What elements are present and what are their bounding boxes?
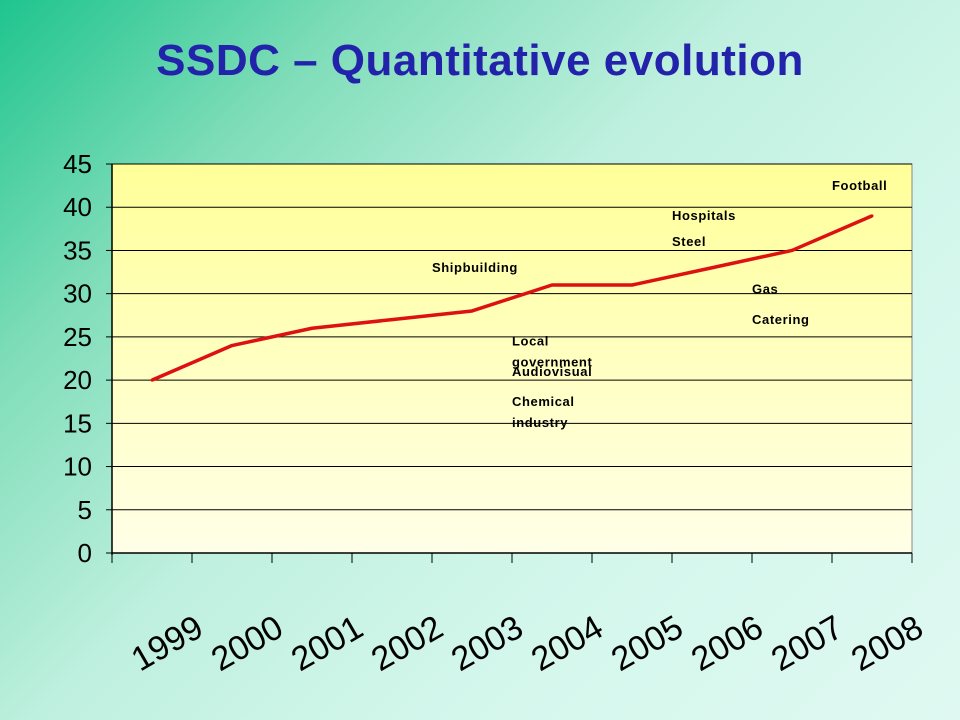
- data-point: [310, 326, 314, 330]
- annotation-label: Local government: [512, 334, 592, 370]
- annotation-label: Gas: [752, 282, 778, 297]
- data-point: [150, 378, 154, 382]
- slide-title: SSDC – Quantitative evolution: [156, 36, 804, 85]
- y-tick-label: 5: [78, 495, 92, 525]
- y-tick-label: 30: [63, 279, 92, 309]
- y-tick-label: 45: [63, 149, 92, 179]
- data-point: [470, 309, 474, 313]
- annotation-label: Football: [832, 178, 887, 193]
- y-tick-label: 40: [63, 192, 92, 222]
- x-tick-label: 2006: [685, 608, 770, 679]
- data-point: [390, 318, 394, 322]
- x-tick-label: 2001: [285, 608, 370, 679]
- x-tick-label: 2007: [765, 608, 850, 679]
- x-tick-label: 2000: [205, 608, 290, 679]
- y-tick-label: 10: [63, 452, 92, 482]
- x-tick-label: 1999: [125, 608, 210, 679]
- series-line: [151, 214, 873, 382]
- annotation-label: Audiovisual: [512, 364, 592, 379]
- annotation-label: Catering: [752, 312, 810, 327]
- x-tick-label: 2004: [525, 608, 610, 679]
- x-tick-label: 2008: [845, 608, 930, 679]
- data-point: [550, 283, 554, 287]
- x-tick-label: 2005: [605, 608, 690, 679]
- x-tick-label: 2002: [365, 608, 450, 679]
- y-tick-label: 35: [63, 235, 92, 265]
- y-tick-label: 0: [78, 538, 92, 568]
- annotation-label: Steel: [672, 234, 706, 249]
- plot-area: [111, 163, 913, 554]
- y-tick-label: 20: [63, 365, 92, 395]
- data-point: [630, 283, 634, 287]
- data-point: [790, 248, 794, 252]
- data-point: [870, 214, 874, 218]
- y-tick-label: 15: [63, 408, 92, 438]
- y-tick-label: 25: [63, 322, 92, 352]
- data-point: [230, 344, 234, 348]
- x-tick-label: 2003: [445, 608, 530, 679]
- annotation-label: Chemical industry: [512, 394, 575, 430]
- data-point: [710, 266, 714, 270]
- annotation-label: Hospitals: [672, 208, 736, 223]
- annotation-label: Shipbuilding: [432, 260, 518, 275]
